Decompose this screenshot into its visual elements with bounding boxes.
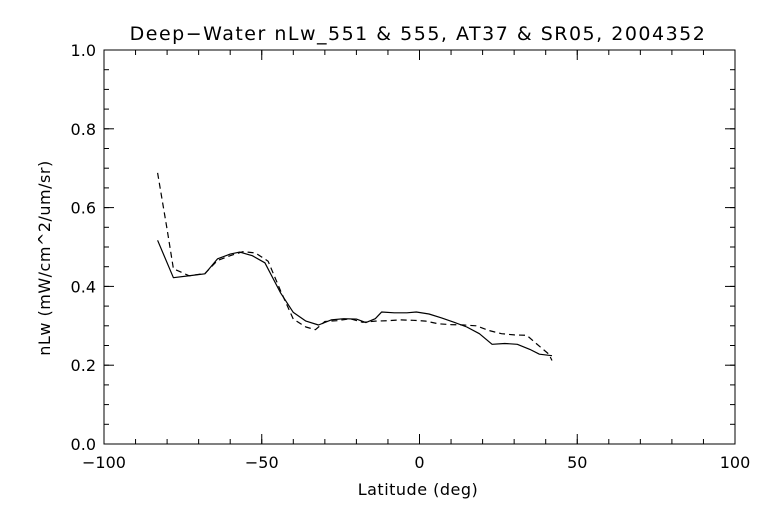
- y-axis-label: nLw (mW/cm^2/um/sr): [35, 160, 54, 355]
- series-layer: [157, 172, 553, 361]
- y-tick-label: 0.6: [71, 199, 96, 218]
- plot-frame: [103, 49, 736, 445]
- x-axis-label: Latitude (deg): [358, 480, 479, 499]
- y-tick-label: 1.0: [71, 41, 96, 60]
- axes: −100 −50 0 50 100 0.0 0.2 0.4 0.6 0.8 1.0: [71, 41, 751, 472]
- y-tick-label: 0.2: [71, 356, 96, 375]
- x-tick-label: 50: [567, 453, 587, 472]
- y-tick-label: 0.4: [71, 277, 96, 296]
- x-tick-label: −50: [245, 453, 279, 472]
- series-line-solid: [157, 240, 553, 357]
- x-tick-label: 0: [414, 453, 424, 472]
- y-tick-label: 0.8: [71, 120, 96, 139]
- x-tick-label: −100: [82, 453, 126, 472]
- y-tick-label: 0.0: [71, 435, 96, 454]
- x-tick-label: 100: [720, 453, 751, 472]
- chart-title: Deep−Water nLw_551 & 555, AT37 & SR05, 2…: [130, 23, 707, 45]
- series-line-dashed: [157, 172, 553, 361]
